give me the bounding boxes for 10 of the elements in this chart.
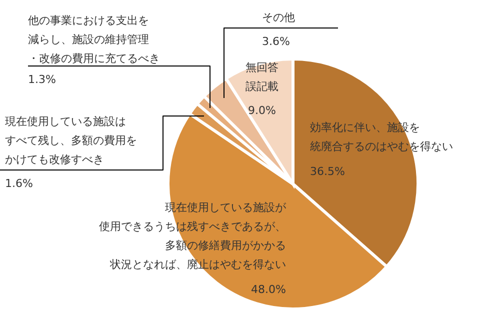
slice-label: 無回答誤記載 bbox=[246, 61, 278, 93]
data-label: 1.6% bbox=[5, 177, 33, 190]
data-label: 3.6% bbox=[262, 35, 290, 48]
slice-label: その他 bbox=[262, 11, 295, 24]
data-label: 48.0% bbox=[251, 283, 286, 296]
data-label: 1.3% bbox=[28, 73, 56, 86]
slice-label: 現在使用している施設はすべて残し、多額の費用をかけても改修すべき bbox=[5, 115, 137, 166]
data-label: 9.0% bbox=[248, 104, 276, 117]
data-label: 36.5% bbox=[310, 165, 345, 178]
slice-label: 他の事業における支出を減らし、施設の維持管理・改修の費用に充てるべき bbox=[28, 14, 160, 65]
